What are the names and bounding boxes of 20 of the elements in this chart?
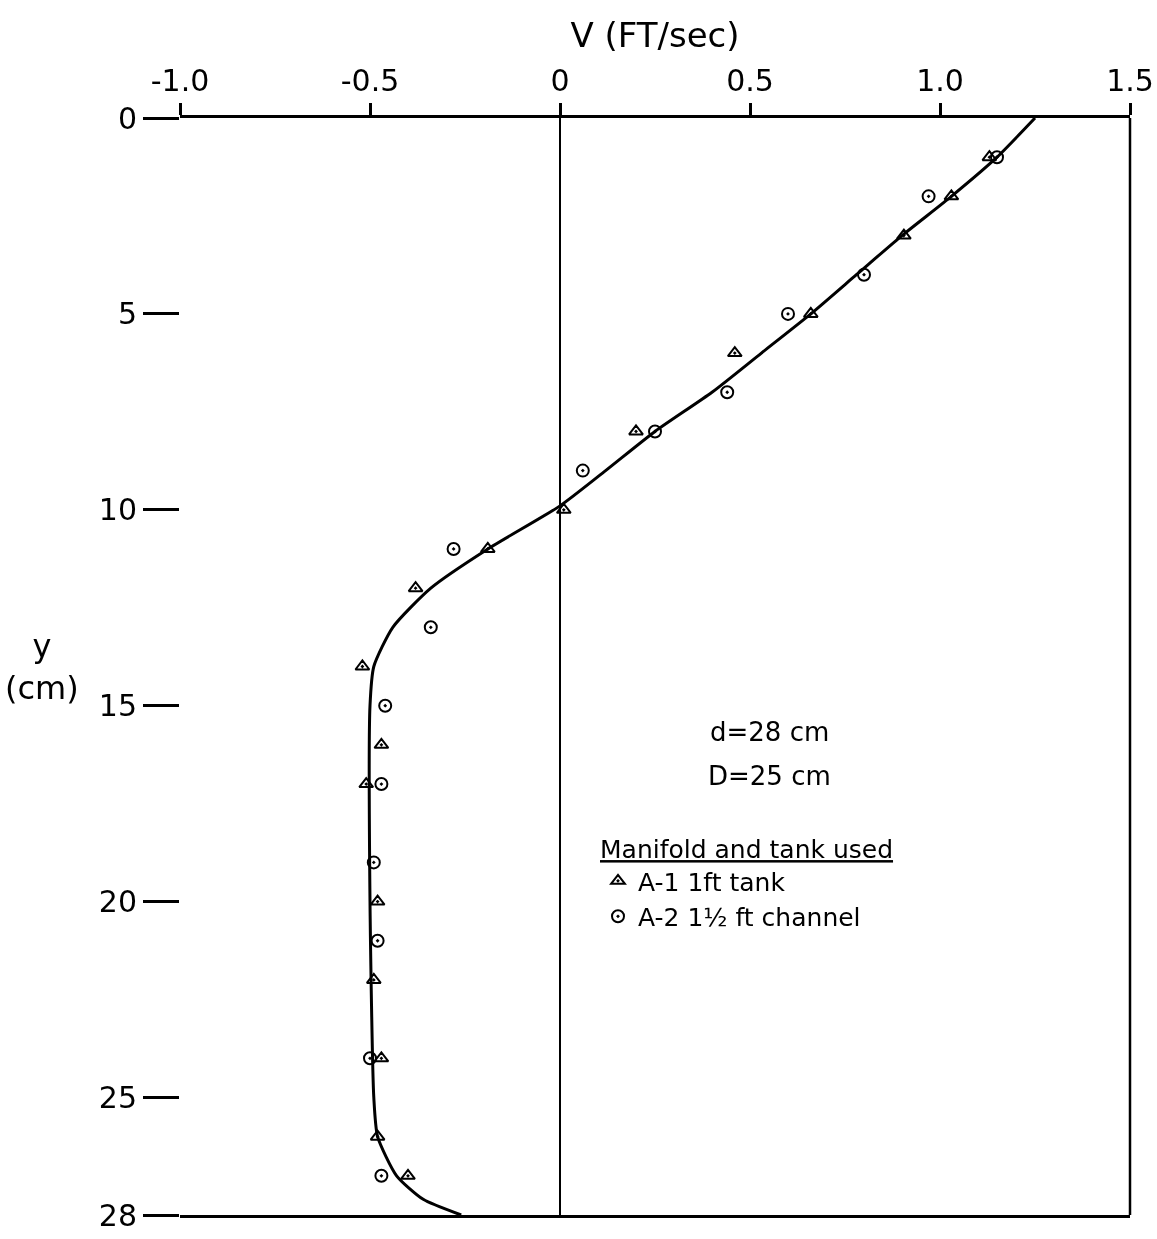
y-axis-title: y (cm) (5, 627, 79, 707)
x-tick-label: 1.5 (1106, 63, 1154, 99)
legend-label: A-2 1½ ft channel (638, 903, 861, 933)
legend-title: Manifold and tank used (600, 835, 894, 865)
x-tick-label: -1.0 (150, 63, 210, 99)
x-tick-label: 0.5 (726, 63, 774, 99)
annotation: d=28 cm (710, 717, 830, 747)
y-tick-label: 0 (117, 100, 137, 136)
y-tick-label: 10 (98, 492, 137, 528)
x-tick-label: 0 (550, 63, 570, 99)
legend-label: A-1 1ft tank (638, 867, 786, 897)
y-tick-label: 20 (98, 884, 137, 920)
y-tick-label: 5 (117, 296, 137, 332)
y-tick-label: 15 (98, 688, 137, 724)
x-tick-label: -0.5 (340, 63, 400, 99)
y-tick-label: 28 (98, 1197, 137, 1233)
x-tick-label: 1.0 (916, 63, 964, 99)
y-tick-label: 25 (98, 1079, 137, 1115)
annotation: D=25 cm (708, 761, 831, 791)
x-axis-title: V (FT/sec) (570, 14, 740, 55)
